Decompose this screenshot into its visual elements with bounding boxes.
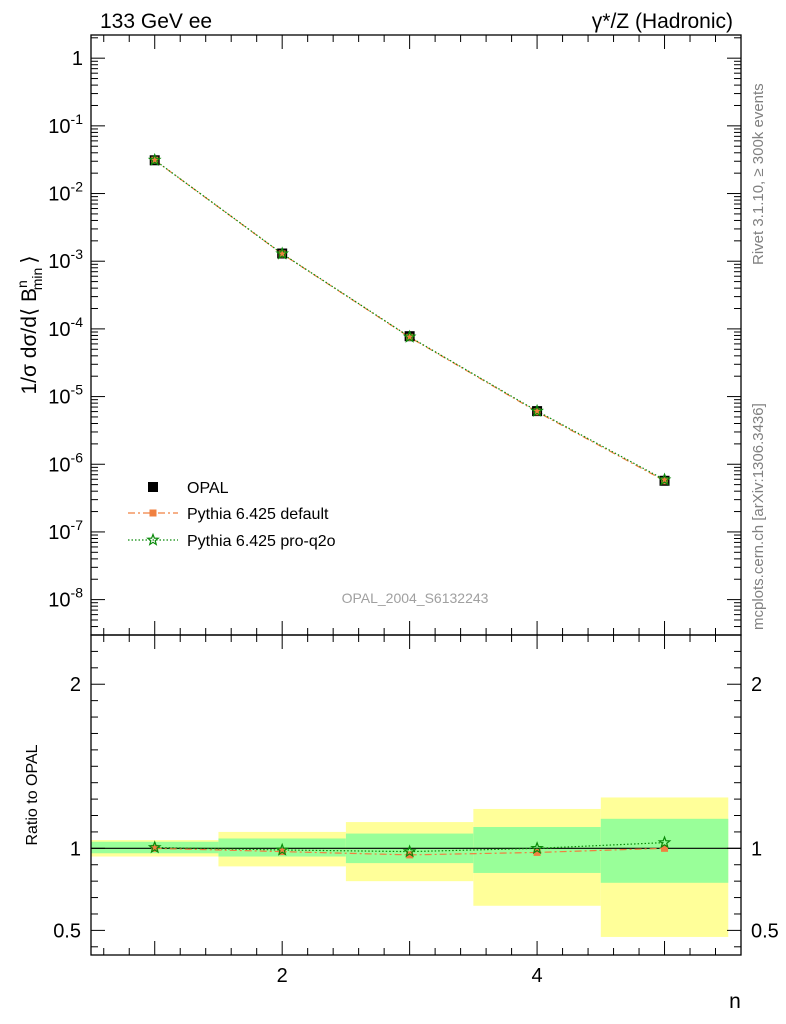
ratio-y-tick-label-right: 0.5 [751, 920, 779, 942]
data-point-pythia-default [151, 156, 159, 164]
ratio-y-tick-label-right: 1 [751, 838, 762, 860]
main-y-axis-label: 1/σ dσ/d⟨ Bnmin ⟩ [14, 255, 45, 394]
main-y-tick-label: 10-8 [48, 585, 83, 612]
legend-label: OPAL [187, 480, 229, 497]
main-y-tick-label: 10-7 [48, 517, 83, 544]
ratio-point-pythia-proq2o [402, 844, 417, 858]
ratio-point-pythia-proq2o [530, 841, 544, 855]
data-point-pythia-default [278, 250, 286, 258]
data-point-pythia-default [406, 333, 414, 341]
main-y-tick-label: 10-2 [48, 179, 83, 206]
ratio-band-inner [218, 838, 346, 857]
data-point-pythia-proq2o [275, 246, 290, 260]
x-tick-label: 2 [277, 965, 288, 987]
data-point-pythia-proq2o [147, 152, 162, 166]
main-y-tick-label: 10-4 [48, 314, 83, 341]
ratio-line-pythia-proq2o [154, 841, 665, 853]
legend-marker-opal [148, 482, 158, 492]
legend-label: Pythia 6.425 pro-q2o [187, 533, 336, 550]
ratio-point-pythia-default [533, 848, 541, 856]
analysis-watermark: OPAL_2004_S6132243 [342, 590, 489, 606]
main-ylabel-sup: n [14, 280, 30, 288]
ratio-point-pythia-proq2o [147, 840, 162, 854]
main-line-pythia-default [154, 159, 665, 482]
ratio-y-tick-label-right: 2 [751, 674, 762, 696]
ratio-point-pythia-default [406, 851, 414, 859]
ratio-y-axis-label: Ratio to OPAL [24, 744, 41, 845]
data-point-pythia-default [661, 477, 669, 485]
ratio-point-pythia-default [661, 844, 669, 852]
main-line-pythia-proq2o [154, 159, 665, 481]
x-axis-label: n [729, 990, 741, 1013]
x-tick-label: 4 [532, 965, 543, 987]
rivet-label: Rivet 3.1.10, ≥ 300k events [750, 83, 767, 265]
legend-label: Pythia 6.425 default [187, 506, 329, 523]
right-title: γ*/Z (Hadronic) [592, 10, 733, 33]
legend-marker-pythia-proq2o [146, 532, 160, 546]
ratio-point-pythia-default [151, 844, 159, 852]
main-y-tick-label: 10-6 [48, 449, 83, 476]
ratio-y-tick-label: 1 [70, 838, 81, 860]
data-point-pythia-proq2o [402, 329, 417, 343]
left-title: 133 GeV ee [100, 10, 212, 33]
main-y-tick-label: 10-1 [48, 111, 83, 138]
legend-marker-pythia-default [149, 509, 157, 517]
ratio-line-pythia-default [154, 847, 665, 856]
mcplots-label: mcplots.cern.ch [arXiv:1306.3436] [750, 403, 767, 630]
main-y-tick-label: 10-3 [48, 246, 83, 273]
main-y-tick-label: 10-5 [48, 382, 83, 409]
ratio-point-pythia-proq2o [275, 842, 290, 856]
data-point-pythia-proq2o [657, 472, 672, 486]
data-point-pythia-default [533, 408, 541, 416]
main-y-tick-label: 1 [72, 48, 83, 70]
ratio-y-tick-label: 0.5 [53, 920, 81, 942]
main-ylabel-sub: min [29, 268, 45, 291]
data-point-pythia-proq2o [530, 403, 544, 417]
ratio-y-tick-label: 2 [70, 674, 81, 696]
main-ylabel-end: ⟩ [18, 255, 41, 263]
main-ylabel-text: 1/σ dσ/d⟨ B [18, 288, 41, 395]
ratio-point-pythia-proq2o [657, 835, 672, 849]
ratio-plot-frame [90, 634, 742, 956]
